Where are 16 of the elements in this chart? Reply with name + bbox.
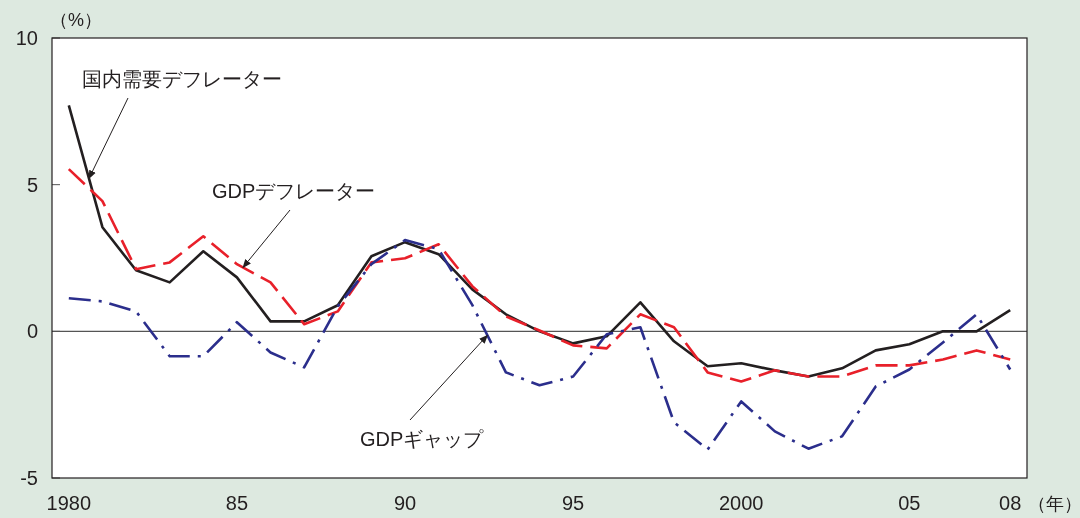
x-tick-label: 85 bbox=[225, 492, 249, 514]
x-axis-title: （年） bbox=[1028, 494, 1080, 514]
x-tick-label: 08 bbox=[999, 492, 1022, 514]
x-tick-label: 05 bbox=[898, 492, 921, 514]
y-tick-label: -5 bbox=[20, 467, 38, 489]
y-tick-label: 10 bbox=[15, 27, 38, 49]
y-axis-title: （%） bbox=[50, 10, 103, 30]
text: GDPギャップ bbox=[360, 428, 485, 450]
series-label: GDPデフレーター bbox=[212, 180, 376, 202]
x-tick-label: 95 bbox=[562, 492, 585, 514]
x-tick-label: 90 bbox=[393, 492, 417, 514]
x-tick-label: 2000 bbox=[718, 492, 764, 514]
y-tick-label: 0 bbox=[26, 320, 38, 343]
y-tick-label: 5 bbox=[26, 173, 38, 196]
series-label: 国内需要デフレーター bbox=[82, 68, 282, 90]
x-tick-label: 1980 bbox=[46, 492, 92, 514]
